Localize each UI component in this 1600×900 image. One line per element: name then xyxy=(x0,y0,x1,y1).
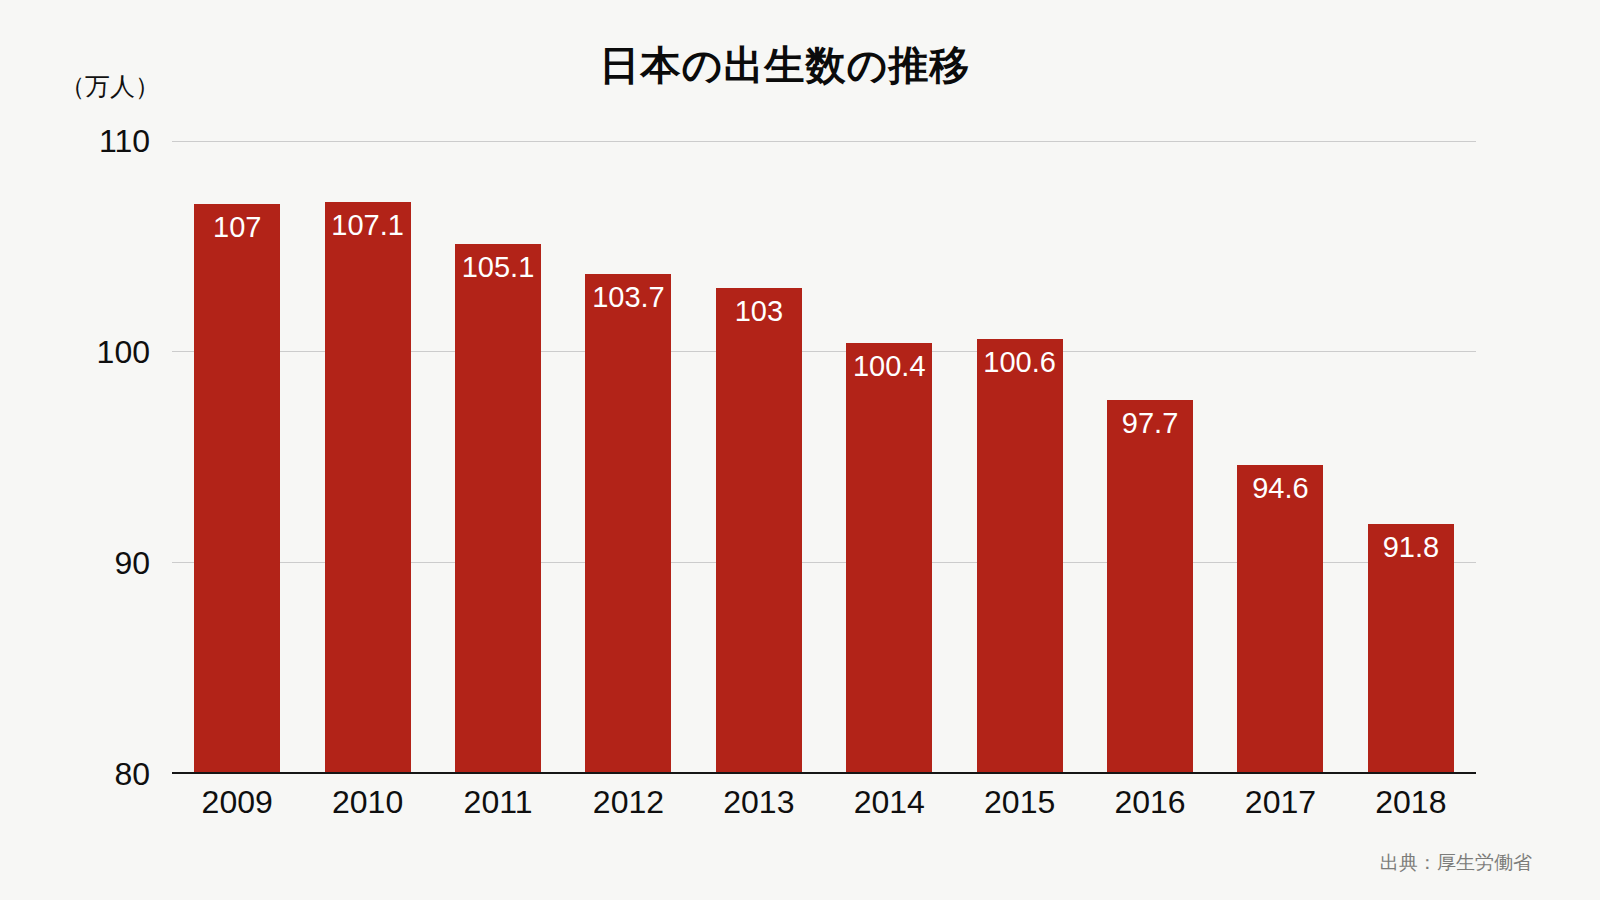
bar-value-label-2014: 100.4 xyxy=(853,343,926,383)
bars-container: 107 107.1 105.1 103.7 103 100.4 100.6 97.7 94.6 9… xyxy=(172,141,1476,772)
bar-2010: 107.1 xyxy=(325,202,411,772)
birth-rate-bar-chart: 日本の出生数の推移 （万人） 107 107.1 105.1 103.7 103 100.… xyxy=(0,0,1600,900)
bar-value-label-2010: 107.1 xyxy=(331,202,404,242)
y-tick-label-100: 100 xyxy=(40,336,150,368)
x-tick-label-2013: 2013 xyxy=(694,784,824,821)
bar-2017: 94.6 xyxy=(1237,465,1323,772)
y-tick-label-90: 90 xyxy=(40,547,150,579)
bar-slot-2010: 107.1 xyxy=(302,141,432,772)
bar-slot-2018: 91.8 xyxy=(1346,141,1476,772)
source-attribution: 出典：厚生労働省 xyxy=(1380,850,1532,876)
bar-2016: 97.7 xyxy=(1107,400,1193,772)
x-tick-label-2015: 2015 xyxy=(954,784,1084,821)
bar-2015: 100.6 xyxy=(977,339,1063,772)
bar-slot-2011: 105.1 xyxy=(433,141,563,772)
x-tick-label-2012: 2012 xyxy=(563,784,693,821)
bar-value-label-2013: 103 xyxy=(735,288,783,328)
x-tick-label-2018: 2018 xyxy=(1346,784,1476,821)
bar-slot-2013: 103 xyxy=(694,141,824,772)
bar-2009: 107 xyxy=(194,204,280,772)
bar-2013: 103 xyxy=(716,288,802,772)
bar-2018: 91.8 xyxy=(1368,524,1454,772)
x-tick-label-2017: 2017 xyxy=(1215,784,1345,821)
bar-value-label-2012: 103.7 xyxy=(592,274,665,314)
y-tick-label-110: 110 xyxy=(40,125,150,157)
x-tick-label-2010: 2010 xyxy=(302,784,432,821)
bar-slot-2016: 97.7 xyxy=(1085,141,1215,772)
bar-slot-2015: 100.6 xyxy=(954,141,1084,772)
bar-value-label-2015: 100.6 xyxy=(983,339,1056,379)
bar-value-label-2017: 94.6 xyxy=(1252,465,1308,505)
y-axis-unit-label: （万人） xyxy=(60,70,160,103)
y-tick-label-80: 80 xyxy=(40,758,150,790)
bar-value-label-2011: 105.1 xyxy=(462,244,535,284)
bar-value-label-2009: 107 xyxy=(213,204,261,244)
bar-slot-2009: 107 xyxy=(172,141,302,772)
bar-slot-2012: 103.7 xyxy=(563,141,693,772)
bar-2011: 105.1 xyxy=(455,244,541,772)
bar-slot-2017: 94.6 xyxy=(1215,141,1345,772)
x-tick-label-2011: 2011 xyxy=(433,784,563,821)
x-tick-label-2009: 2009 xyxy=(172,784,302,821)
bar-value-label-2016: 97.7 xyxy=(1122,400,1178,440)
bar-value-label-2018: 91.8 xyxy=(1383,524,1439,564)
bar-slot-2014: 100.4 xyxy=(824,141,954,772)
x-tick-label-2014: 2014 xyxy=(824,784,954,821)
bar-2014: 100.4 xyxy=(846,343,932,772)
x-axis: 2009201020112012201320142015201620172018 xyxy=(172,784,1476,821)
bar-2012: 103.7 xyxy=(585,274,671,772)
plot-area: 107 107.1 105.1 103.7 103 100.4 100.6 97.7 94.6 9… xyxy=(172,141,1476,774)
chart-title: 日本の出生数の推移 xyxy=(0,38,1570,93)
x-tick-label-2016: 2016 xyxy=(1085,784,1215,821)
